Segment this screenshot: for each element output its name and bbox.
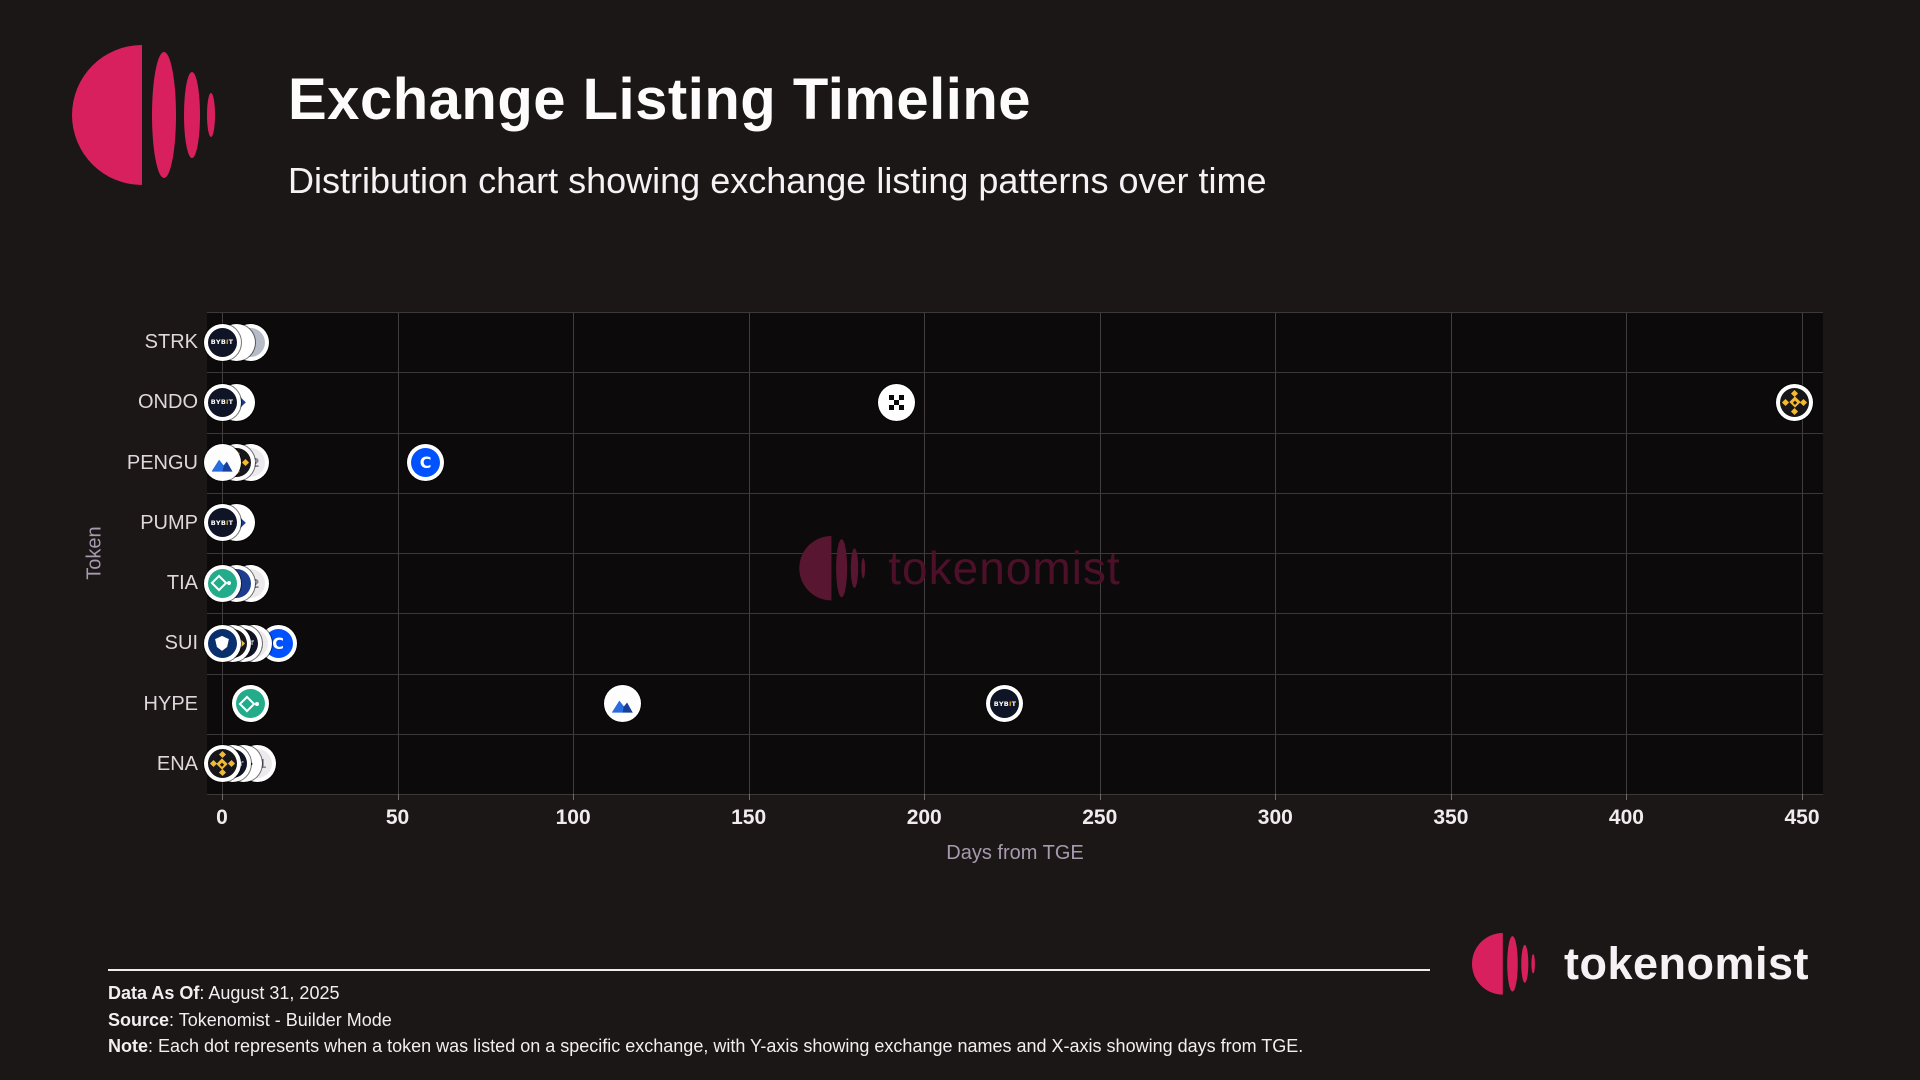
brand-logo-icon (1472, 933, 1540, 995)
gridline-horizontal (207, 433, 1823, 434)
gridline-horizontal (207, 794, 1823, 795)
blue-mountain-icon (607, 689, 637, 719)
footer-source-value: : Tokenomist - Builder Mode (169, 1010, 392, 1030)
footer-data-as-of: Data As Of: August 31, 2025 (108, 983, 339, 1004)
y-axis-title: Token (83, 526, 106, 580)
footer-data-as-of-value: : August 31, 2025 (199, 983, 340, 1003)
y-tick-label-pengu: PENGU (126, 451, 198, 474)
footer-source: Source: Tokenomist - Builder Mode (108, 1010, 392, 1031)
footer-data-as-of-label: Data As Of (108, 983, 200, 1003)
x-tick-mark (222, 794, 223, 800)
listing-dot-ondo-binance (1776, 383, 1814, 421)
x-tick-label: 100 (555, 806, 591, 829)
y-tick-label-sui: SUI (164, 632, 198, 655)
y-tick-label-strk: STRK (144, 331, 198, 354)
okx-icon (881, 387, 911, 417)
listing-dot-tia-kucoin (203, 564, 241, 602)
x-tick-label: 450 (1784, 806, 1820, 829)
x-tick-label: 350 (1433, 806, 1469, 829)
kucoin-icon (235, 689, 265, 719)
binance-icon (207, 749, 237, 779)
y-tick-label-tia: TIA (166, 572, 198, 595)
binance-icon (1780, 387, 1810, 417)
x-tick-label: 250 (1082, 806, 1118, 829)
page-title: Exchange Listing Timeline (288, 67, 1032, 132)
listing-dot-hype-blue-mountain (603, 685, 641, 723)
x-tick-mark (1099, 794, 1101, 800)
y-tick-label-hype: HYPE (143, 692, 198, 715)
gridline-horizontal (207, 613, 1823, 614)
y-tick-label-ena: ENA (156, 752, 198, 775)
x-tick-mark (924, 794, 926, 800)
footer-note-value: : Each dot represents when a token was l… (148, 1036, 1304, 1056)
x-axis-title: Days from TGE (946, 842, 1084, 864)
listing-dot-sui-crypto-com (203, 624, 241, 662)
listing-dot-pengu-coinbase: C (407, 444, 445, 482)
listing-dot-pengu-blue-mountain (203, 444, 241, 482)
footer-note: Note: Each dot represents when a token w… (108, 1036, 1303, 1057)
x-tick-label: 200 (906, 806, 942, 829)
listing-dot-ondo-okx (877, 383, 915, 421)
x-tick-label: 300 (1257, 806, 1293, 829)
coinbase-icon: C (411, 448, 441, 478)
page-subtitle: Distribution chart showing exchange list… (288, 160, 1267, 201)
x-tick-mark (748, 794, 750, 800)
x-tick-mark (1626, 794, 1628, 800)
gridline-horizontal (207, 553, 1823, 554)
gridline-horizontal (207, 312, 1823, 313)
gridline-horizontal (207, 734, 1823, 735)
x-tick-label: 0 (216, 806, 228, 829)
footer-note-label: Note (108, 1036, 148, 1056)
y-tick-label-ondo: ONDO (138, 391, 198, 414)
y-tick-label-pump: PUMP (140, 511, 198, 534)
listing-dot-ena-binance (203, 745, 241, 783)
listing-dot-hype-kucoin (231, 685, 269, 723)
chart-plot-area: BYBIT»BYBIT❯+2CBYBIT❯+2BYBIT+2CBYBITBYBI… (203, 312, 1823, 795)
gridline-horizontal (207, 674, 1823, 675)
kucoin-icon (207, 568, 237, 598)
footer-divider (108, 969, 1430, 971)
x-tick-mark (1450, 794, 1452, 800)
crypto-com-icon (207, 628, 237, 658)
gridline-horizontal (207, 372, 1823, 373)
tokenomist-logo-icon (72, 45, 222, 185)
brand-name: tokenomist (1564, 938, 1810, 989)
x-tick-mark (573, 794, 575, 800)
x-tick-mark (397, 794, 399, 800)
x-tick-label: 50 (385, 806, 410, 829)
x-tick-label: 150 (731, 806, 767, 829)
x-tick-mark (1802, 794, 1803, 800)
x-tick-mark (1275, 794, 1277, 800)
x-tick-label: 400 (1608, 806, 1644, 829)
blue-mountain-icon (207, 448, 237, 478)
footer-source-label: Source (108, 1010, 170, 1030)
brand-lockup: tokenomist (1472, 933, 1809, 995)
gridline-horizontal (207, 493, 1823, 494)
